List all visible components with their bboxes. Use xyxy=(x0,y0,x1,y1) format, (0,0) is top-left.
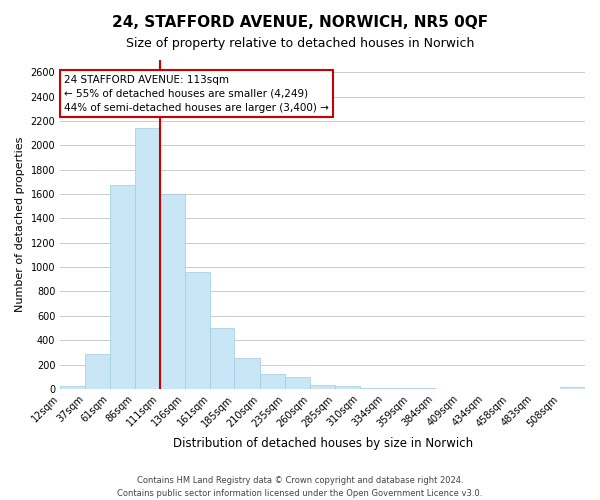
Bar xyxy=(335,386,361,389)
X-axis label: Distribution of detached houses by size in Norwich: Distribution of detached houses by size … xyxy=(173,437,473,450)
Bar xyxy=(410,388,435,389)
Bar xyxy=(235,358,260,389)
Text: 24, STAFFORD AVENUE, NORWICH, NR5 0QF: 24, STAFFORD AVENUE, NORWICH, NR5 0QF xyxy=(112,15,488,30)
Text: Size of property relative to detached houses in Norwich: Size of property relative to detached ho… xyxy=(126,38,474,51)
Bar xyxy=(160,194,185,389)
Bar xyxy=(310,384,335,389)
Bar xyxy=(285,378,310,389)
Bar xyxy=(85,354,110,389)
Text: 24 STAFFORD AVENUE: 113sqm
← 55% of detached houses are smaller (4,249)
44% of s: 24 STAFFORD AVENUE: 113sqm ← 55% of deta… xyxy=(64,74,329,112)
Bar xyxy=(185,272,210,389)
Bar xyxy=(361,388,385,389)
Text: Contains HM Land Registry data © Crown copyright and database right 2024.
Contai: Contains HM Land Registry data © Crown c… xyxy=(118,476,482,498)
Bar xyxy=(135,128,160,389)
Bar xyxy=(60,386,85,389)
Bar xyxy=(110,186,135,389)
Bar xyxy=(385,388,410,389)
Bar xyxy=(560,387,585,389)
Bar xyxy=(210,328,235,389)
Bar xyxy=(260,374,285,389)
Y-axis label: Number of detached properties: Number of detached properties xyxy=(15,137,25,312)
